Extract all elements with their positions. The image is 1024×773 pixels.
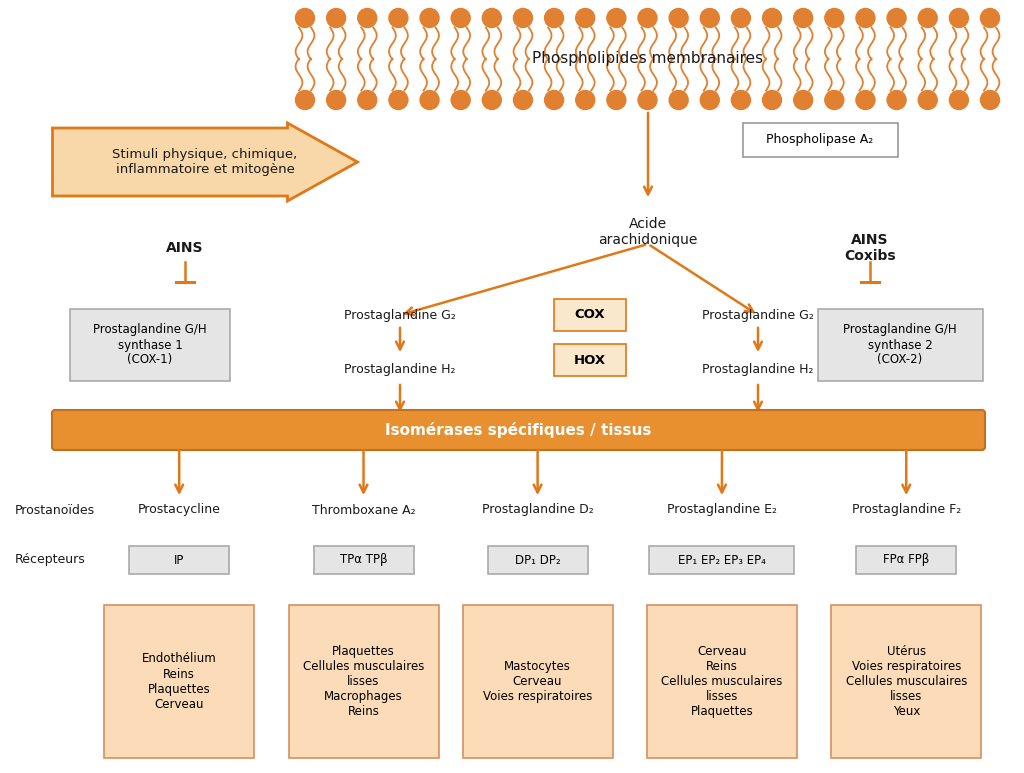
FancyBboxPatch shape	[487, 546, 588, 574]
Text: Prostaglandine H₂: Prostaglandine H₂	[344, 363, 456, 376]
Circle shape	[824, 90, 844, 110]
Circle shape	[389, 90, 408, 110]
Circle shape	[575, 9, 595, 28]
Circle shape	[420, 90, 439, 110]
FancyBboxPatch shape	[313, 546, 414, 574]
FancyBboxPatch shape	[649, 546, 795, 574]
Circle shape	[420, 9, 439, 28]
Text: Prostaglandine F₂: Prostaglandine F₂	[852, 503, 961, 516]
Text: Prostacycline: Prostacycline	[138, 503, 220, 516]
Circle shape	[856, 9, 874, 28]
Circle shape	[919, 9, 937, 28]
Circle shape	[731, 9, 751, 28]
Circle shape	[669, 9, 688, 28]
Circle shape	[669, 90, 688, 110]
Text: Thromboxane A₂: Thromboxane A₂	[311, 503, 416, 516]
FancyBboxPatch shape	[129, 546, 229, 574]
FancyBboxPatch shape	[463, 605, 612, 758]
Text: Endothélium
Reins
Plaquettes
Cerveau: Endothélium Reins Plaquettes Cerveau	[142, 652, 216, 710]
Circle shape	[545, 90, 563, 110]
Circle shape	[981, 9, 999, 28]
Circle shape	[482, 90, 502, 110]
Circle shape	[296, 90, 314, 110]
Circle shape	[794, 9, 813, 28]
Text: EP₁ EP₂ EP₃ EP₄: EP₁ EP₂ EP₃ EP₄	[678, 553, 766, 567]
Text: Prostaglandine H₂: Prostaglandine H₂	[702, 363, 814, 376]
Text: Prostanoïdes: Prostanoïdes	[15, 503, 95, 516]
Circle shape	[763, 90, 781, 110]
Circle shape	[700, 9, 719, 28]
Circle shape	[607, 9, 626, 28]
Circle shape	[638, 9, 657, 28]
FancyBboxPatch shape	[289, 605, 438, 758]
FancyBboxPatch shape	[831, 605, 981, 758]
Circle shape	[389, 9, 408, 28]
Circle shape	[638, 90, 657, 110]
Text: Prostaglandine D₂: Prostaglandine D₂	[481, 503, 594, 516]
Text: TPα TPβ: TPα TPβ	[340, 553, 387, 567]
Circle shape	[949, 9, 969, 28]
FancyBboxPatch shape	[104, 605, 254, 758]
Text: Prostaglandine E₂: Prostaglandine E₂	[667, 503, 777, 516]
Circle shape	[981, 90, 999, 110]
Text: Cerveau
Reins
Cellules musculaires
lisses
Plaquettes: Cerveau Reins Cellules musculaires lisse…	[662, 645, 782, 718]
Text: Prostaglandine G₂: Prostaglandine G₂	[344, 308, 456, 322]
Circle shape	[575, 90, 595, 110]
Circle shape	[856, 90, 874, 110]
Text: Plaquettes
Cellules musculaires
lisses
Macrophages
Reins: Plaquettes Cellules musculaires lisses M…	[303, 645, 424, 718]
Text: Prostaglandine G/H
synthase 2
(COX-2): Prostaglandine G/H synthase 2 (COX-2)	[843, 323, 956, 366]
Circle shape	[296, 9, 314, 28]
Circle shape	[919, 90, 937, 110]
Circle shape	[887, 90, 906, 110]
Text: AINS
Coxibs: AINS Coxibs	[844, 233, 896, 263]
Circle shape	[452, 90, 470, 110]
FancyBboxPatch shape	[742, 123, 897, 157]
FancyBboxPatch shape	[70, 309, 230, 381]
Circle shape	[357, 90, 377, 110]
Text: Acide
arachidonique: Acide arachidonique	[598, 217, 697, 247]
Circle shape	[327, 9, 346, 28]
Text: Prostaglandine G/H
synthase 1
(COX-1): Prostaglandine G/H synthase 1 (COX-1)	[93, 323, 207, 366]
Circle shape	[357, 9, 377, 28]
FancyArrow shape	[52, 123, 357, 201]
Text: FPα FPβ: FPα FPβ	[883, 553, 930, 567]
FancyBboxPatch shape	[817, 309, 982, 381]
Text: DP₁ DP₂: DP₁ DP₂	[515, 553, 560, 567]
Text: Récepteurs: Récepteurs	[15, 553, 86, 567]
Text: Utérus
Voies respiratoires
Cellules musculaires
lisses
Yeux: Utérus Voies respiratoires Cellules musc…	[846, 645, 967, 718]
Circle shape	[731, 90, 751, 110]
Circle shape	[607, 90, 626, 110]
Circle shape	[482, 9, 502, 28]
Text: IP: IP	[174, 553, 184, 567]
Text: Phospholipides membranaires: Phospholipides membranaires	[531, 50, 763, 66]
Text: Mastocytes
Cerveau
Voies respiratoires: Mastocytes Cerveau Voies respiratoires	[483, 660, 592, 703]
Text: Phospholipase A₂: Phospholipase A₂	[766, 134, 873, 147]
FancyBboxPatch shape	[52, 410, 985, 450]
Circle shape	[763, 9, 781, 28]
Text: Stimuli physique, chimique,
inflammatoire et mitogène: Stimuli physique, chimique, inflammatoir…	[113, 148, 298, 176]
FancyBboxPatch shape	[554, 299, 626, 331]
Circle shape	[794, 90, 813, 110]
Circle shape	[949, 90, 969, 110]
Circle shape	[327, 90, 346, 110]
Circle shape	[513, 90, 532, 110]
Text: COX: COX	[574, 308, 605, 322]
Text: Isomérases spécifiques / tissus: Isomérases spécifiques / tissus	[385, 422, 651, 438]
Circle shape	[887, 9, 906, 28]
FancyBboxPatch shape	[647, 605, 797, 758]
Circle shape	[700, 90, 719, 110]
Circle shape	[824, 9, 844, 28]
FancyBboxPatch shape	[554, 344, 626, 376]
Text: Prostaglandine G₂: Prostaglandine G₂	[702, 308, 814, 322]
Text: HOX: HOX	[573, 353, 606, 366]
Circle shape	[452, 9, 470, 28]
FancyBboxPatch shape	[856, 546, 956, 574]
Text: AINS: AINS	[166, 241, 204, 255]
Circle shape	[513, 9, 532, 28]
Circle shape	[545, 9, 563, 28]
